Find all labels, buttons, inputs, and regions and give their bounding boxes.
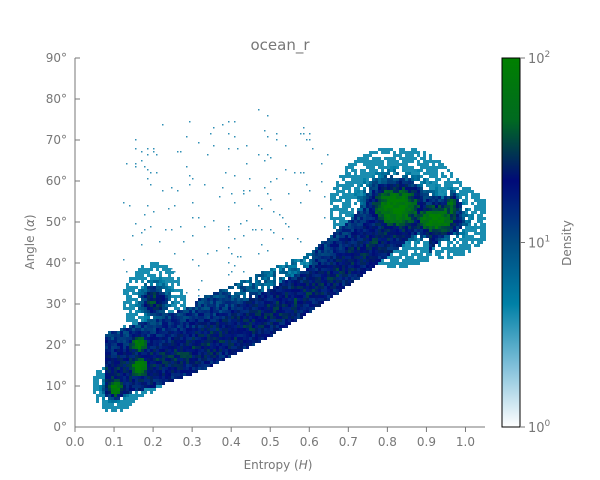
y-axis-label: Angle (α) [23, 214, 37, 269]
y-axis: 0° 10° 20° 30° 40° 50° 60° 70° 80° 90° [46, 51, 80, 434]
x-tick-label: 0.7 [339, 435, 358, 449]
y-tick-label: 10° [46, 379, 67, 393]
x-axis: 0.0 0.1 0.2 0.3 0.4 0.5 0.6 0.7 0.8 0.9 1.0 [65, 426, 485, 449]
x-tick-label: 0.5 [261, 435, 280, 449]
x-axis-label: Entropy (H) [244, 458, 313, 472]
x-tick-label: 0.6 [300, 435, 319, 449]
density-heatmap [93, 109, 486, 412]
x-tick-label: 0.3 [183, 435, 202, 449]
colorbar-label: Density [560, 220, 574, 266]
colorbar-gradient [501, 57, 521, 428]
colorbar: 100 101 102 [501, 50, 551, 436]
colorbar-tick-label: 102 [528, 50, 550, 67]
x-tick-label: 1.0 [456, 435, 475, 449]
y-tick-label: 30° [46, 297, 67, 311]
x-tick-label: 0.4 [222, 435, 241, 449]
x-tick-label: 0.8 [378, 435, 397, 449]
y-tick-label: 80° [46, 92, 67, 106]
x-tick-label: 0.0 [65, 435, 84, 449]
x-tick-label: 0.9 [417, 435, 436, 449]
y-tick-label: 50° [46, 215, 67, 229]
x-tick-label: 0.2 [144, 435, 163, 449]
colorbar-tick-label: 100 [528, 419, 551, 436]
y-tick-label: 0° [53, 420, 67, 434]
y-tick-label: 20° [46, 338, 67, 352]
y-tick-label: 90° [46, 51, 67, 65]
y-tick-label: 40° [46, 256, 67, 270]
x-tick-label: 0.1 [105, 435, 124, 449]
chart-title: ocean_r [250, 36, 310, 55]
y-tick-label: 70° [46, 133, 67, 147]
y-tick-label: 60° [46, 174, 67, 188]
colorbar-tick-label: 101 [528, 235, 550, 252]
